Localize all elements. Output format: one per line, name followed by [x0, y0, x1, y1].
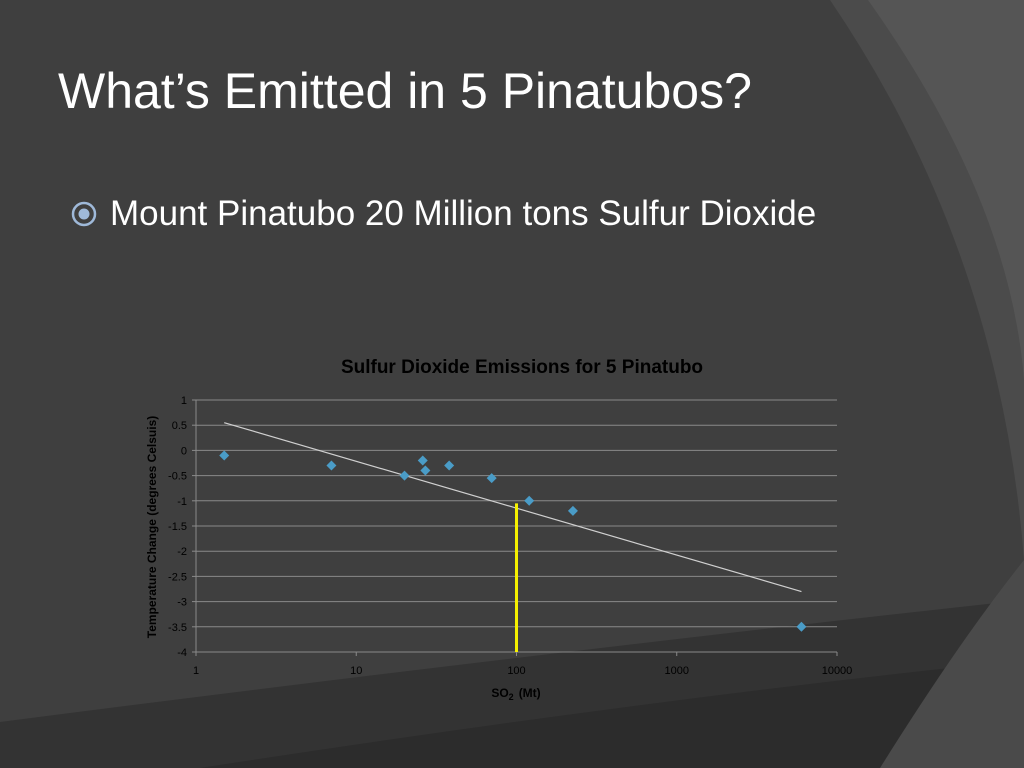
data-point	[486, 473, 497, 484]
chart-panel: Sulfur Dioxide Emissions for 5 Pinatubo …	[135, 340, 865, 710]
x-axis-label-main: SO	[491, 686, 508, 700]
x-tick-label: 1000	[665, 665, 689, 677]
y-tick-label: 0.5	[172, 420, 187, 432]
bullet-item: Mount Pinatubo 20 Million tons Sulfur Di…	[70, 190, 870, 238]
chart: Sulfur Dioxide Emissions for 5 Pinatubo …	[145, 357, 852, 702]
x-tick-label: 10	[350, 665, 362, 677]
y-tick-label: -1.5	[168, 521, 187, 533]
radio-bullet-icon	[71, 201, 97, 227]
x-tick-label: 1	[193, 665, 199, 677]
gridlines	[192, 399, 838, 656]
x-tick-label: 10000	[822, 665, 853, 677]
x-axis-label: SO2 (Mt)	[491, 686, 540, 702]
trendline	[224, 422, 802, 593]
data-point	[567, 505, 578, 516]
data-point	[420, 465, 431, 476]
y-tick-label: 0	[181, 445, 187, 457]
x-axis-label-unit: (Mt)	[519, 686, 541, 700]
bullet-text: Mount Pinatubo 20 Million tons Sulfur Di…	[110, 194, 817, 233]
y-tick-label: -0.5	[168, 471, 187, 483]
y-tick-label: -3.5	[168, 622, 187, 634]
y-tick-labels: 1 0.5 0 -0.5 -1 -1.5 -2 -2.5 -3 -3.5 -4	[168, 395, 187, 659]
data-point	[444, 460, 455, 471]
data-points	[219, 450, 807, 632]
y-tick-label: -2.5	[168, 571, 187, 583]
data-point	[417, 455, 428, 466]
data-point	[219, 450, 230, 461]
y-tick-label: -2	[177, 546, 187, 558]
x-tick-labels: 1 10 100 1000 10000	[193, 665, 852, 677]
data-point	[796, 621, 807, 632]
slide-title: What’s Emitted in 5 Pinatubos?	[58, 63, 752, 119]
data-point	[326, 460, 337, 471]
y-tick-label: -4	[177, 647, 187, 659]
y-tick-label: -3	[177, 597, 187, 609]
y-tick-label: 1	[181, 395, 187, 407]
x-tick-label: 100	[507, 665, 525, 677]
x-axis-label-subscript: 2	[509, 692, 514, 702]
data-point	[524, 495, 535, 506]
chart-title: Sulfur Dioxide Emissions for 5 Pinatubo	[341, 357, 703, 378]
trend-and-highlight	[224, 422, 802, 652]
y-tick-label: -1	[177, 496, 187, 508]
y-axis-label: Temperature Change (degrees Celsuis)	[145, 416, 159, 639]
data-point	[399, 470, 410, 481]
